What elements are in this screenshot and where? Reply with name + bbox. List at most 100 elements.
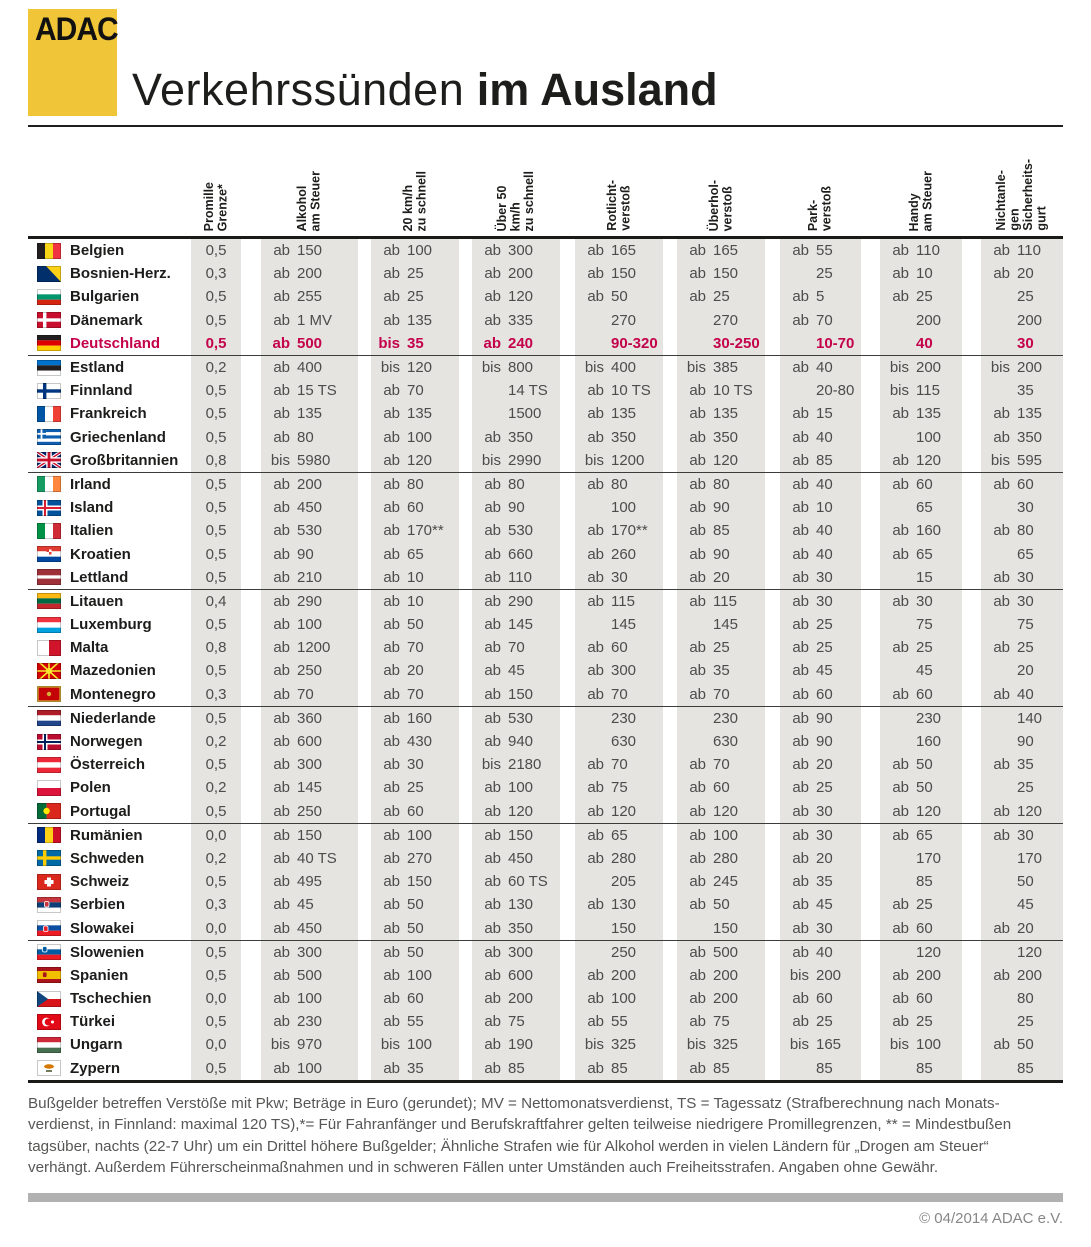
cell-promille: 0,8 (191, 448, 241, 472)
cell-prefix: ab (587, 826, 604, 844)
table-row-kroatien: Kroatien 0,5 ab 90 ab 65 ab 660 ab 260 ab 90 ab 40 ab 6… (28, 542, 1063, 566)
country-cell: Portugal (28, 800, 191, 823)
cell-ueber50: ab 660 (472, 542, 560, 566)
cell-prefix: ab (792, 242, 809, 260)
cell-ueberhol: ab 50 (677, 893, 765, 917)
cell-gurt: ab 20 (981, 916, 1063, 940)
flag-irland-icon (37, 476, 61, 493)
country-cell: Slowenien (28, 941, 191, 964)
cell-prefix: ab (383, 873, 400, 891)
cell-value: 150 (508, 826, 534, 844)
cell-prefix: ab (892, 896, 909, 914)
country-name: Italien (70, 522, 114, 540)
cell-prefix: ab (792, 919, 809, 937)
cell-value: 120 (916, 802, 942, 820)
cell-value: 660 (508, 545, 534, 563)
cell-value: 25 (816, 1013, 833, 1031)
cell-value: 630 (611, 733, 637, 751)
cell-prefix: ab (892, 802, 909, 820)
cell-prefix: ab (587, 966, 604, 984)
cell-promille: 0,5 (191, 940, 241, 964)
column-header-park: Park- verstoß (780, 186, 861, 231)
cell-park: ab 70 (780, 308, 861, 332)
cell-20kmh: ab 170** (371, 519, 459, 543)
cell-promille: 0,0 (191, 823, 241, 847)
table-row-schweiz: Schweiz 0,5 ab 495 ab 150 ab 60 TS 205 ab 245 ab 35 8… (28, 870, 1063, 894)
table-row-zypern: Zypern 0,5 ab 100 ab 35 ab 85 ab 85 ab 85 85 85 85 (28, 1056, 1063, 1080)
cell-ueber50: ab 290 (472, 589, 560, 613)
cell-value: 300 (297, 943, 323, 961)
cell-rotlicht: ab 115 (575, 589, 663, 613)
cell-value: 300 (508, 943, 534, 961)
cell-value: 170 (916, 849, 942, 867)
country-cell: Türkei (28, 1010, 191, 1033)
cell-value: 0,5 (205, 428, 227, 446)
cell-handy: ab 50 (880, 776, 962, 800)
country-cell: Österreich (28, 753, 191, 776)
column-header-label: Überhol- verstoß (706, 179, 735, 231)
cell-value: 450 (508, 849, 534, 867)
cell-ueber50: ab 80 (472, 472, 560, 497)
cell-rotlicht: 230 (575, 706, 663, 730)
cell-value: 60 (1017, 475, 1034, 493)
cell-ueberhol: ab 80 (677, 472, 765, 497)
cell-gurt: 25 (981, 285, 1063, 309)
table-row-belgien: Belgien 0,5 ab 150 ab 100 ab 300 ab 165 ab 165 ab 55 a… (28, 239, 1063, 263)
cell-value: 0,5 (205, 499, 227, 517)
cell-value: 20 (816, 849, 833, 867)
cell-value: 60 (816, 685, 833, 703)
cell-alkohol: ab 80 (261, 425, 358, 449)
cell-handy: ab 60 (880, 472, 962, 497)
cell-prefix: ab (383, 288, 400, 306)
cell-prefix: ab (383, 1059, 400, 1077)
cell-prefix: ab (484, 265, 501, 283)
cell-prefix: ab (587, 896, 604, 914)
cell-prefix: ab (484, 849, 501, 867)
cell-prefix: ab (587, 662, 604, 680)
cell-value: 10 (816, 499, 833, 517)
cell-value: 90 (508, 499, 525, 517)
page-title-bold: im Ausland (476, 64, 718, 115)
cell-prefix: ab (273, 405, 290, 423)
column-header-label: Über 50 km/h zu schnell (494, 170, 536, 231)
cell-handy: ab 50 (880, 753, 962, 777)
cell-ueberhol: ab 70 (677, 753, 765, 777)
table-row-spanien: Spanien 0,5 ab 500 ab 100 ab 600 ab 200 ab 200 bis 20… (28, 963, 1063, 987)
cell-value: 230 (713, 709, 739, 727)
page-title-regular: Verkehrssünden (132, 64, 465, 115)
cell-value: 325 (611, 1036, 637, 1054)
cell-promille: 0,5 (191, 565, 241, 589)
cell-value: 25 (816, 639, 833, 657)
cell-alkohol: ab 360 (261, 706, 358, 730)
cell-value: 165 (713, 242, 739, 260)
cell-value: 0,5 (205, 382, 227, 400)
country-cell: Deutschland (28, 332, 191, 355)
cell-value: 90 (816, 733, 833, 751)
country-cell: Spanien (28, 964, 191, 987)
cell-value: 30 (1017, 334, 1034, 352)
country-name: Bosnien-Herz. (70, 265, 171, 283)
cell-ueberhol: 270 (677, 308, 765, 332)
cell-prefix: ab (273, 522, 290, 540)
cell-value: 120 (713, 802, 739, 820)
country-cell: Polen (28, 776, 191, 799)
cell-gurt: ab 30 (981, 823, 1063, 847)
cell-20kmh: ab 430 (371, 729, 459, 754)
column-header-label: 20 km/h zu schnell (400, 170, 429, 231)
cell-gurt: ab 200 (981, 963, 1063, 987)
cell-ueberhol: ab 75 (677, 1010, 765, 1034)
cell-value: 90 (713, 545, 730, 563)
cell-handy: 15 (880, 565, 962, 589)
cell-promille: 0,3 (191, 682, 241, 706)
cell-20kmh: bis 120 (371, 355, 459, 380)
cell-value: 25 (407, 288, 424, 306)
flag-griechenland-icon (37, 429, 61, 446)
cell-ueberhol: ab 85 (677, 519, 765, 543)
cell-handy: 40 (880, 331, 962, 355)
cell-value: 150 (508, 685, 534, 703)
cell-gurt: 50 (981, 870, 1063, 894)
cell-promille: 0,3 (191, 262, 241, 286)
cell-value: 0,0 (205, 990, 227, 1008)
cell-promille: 0,5 (191, 331, 241, 355)
